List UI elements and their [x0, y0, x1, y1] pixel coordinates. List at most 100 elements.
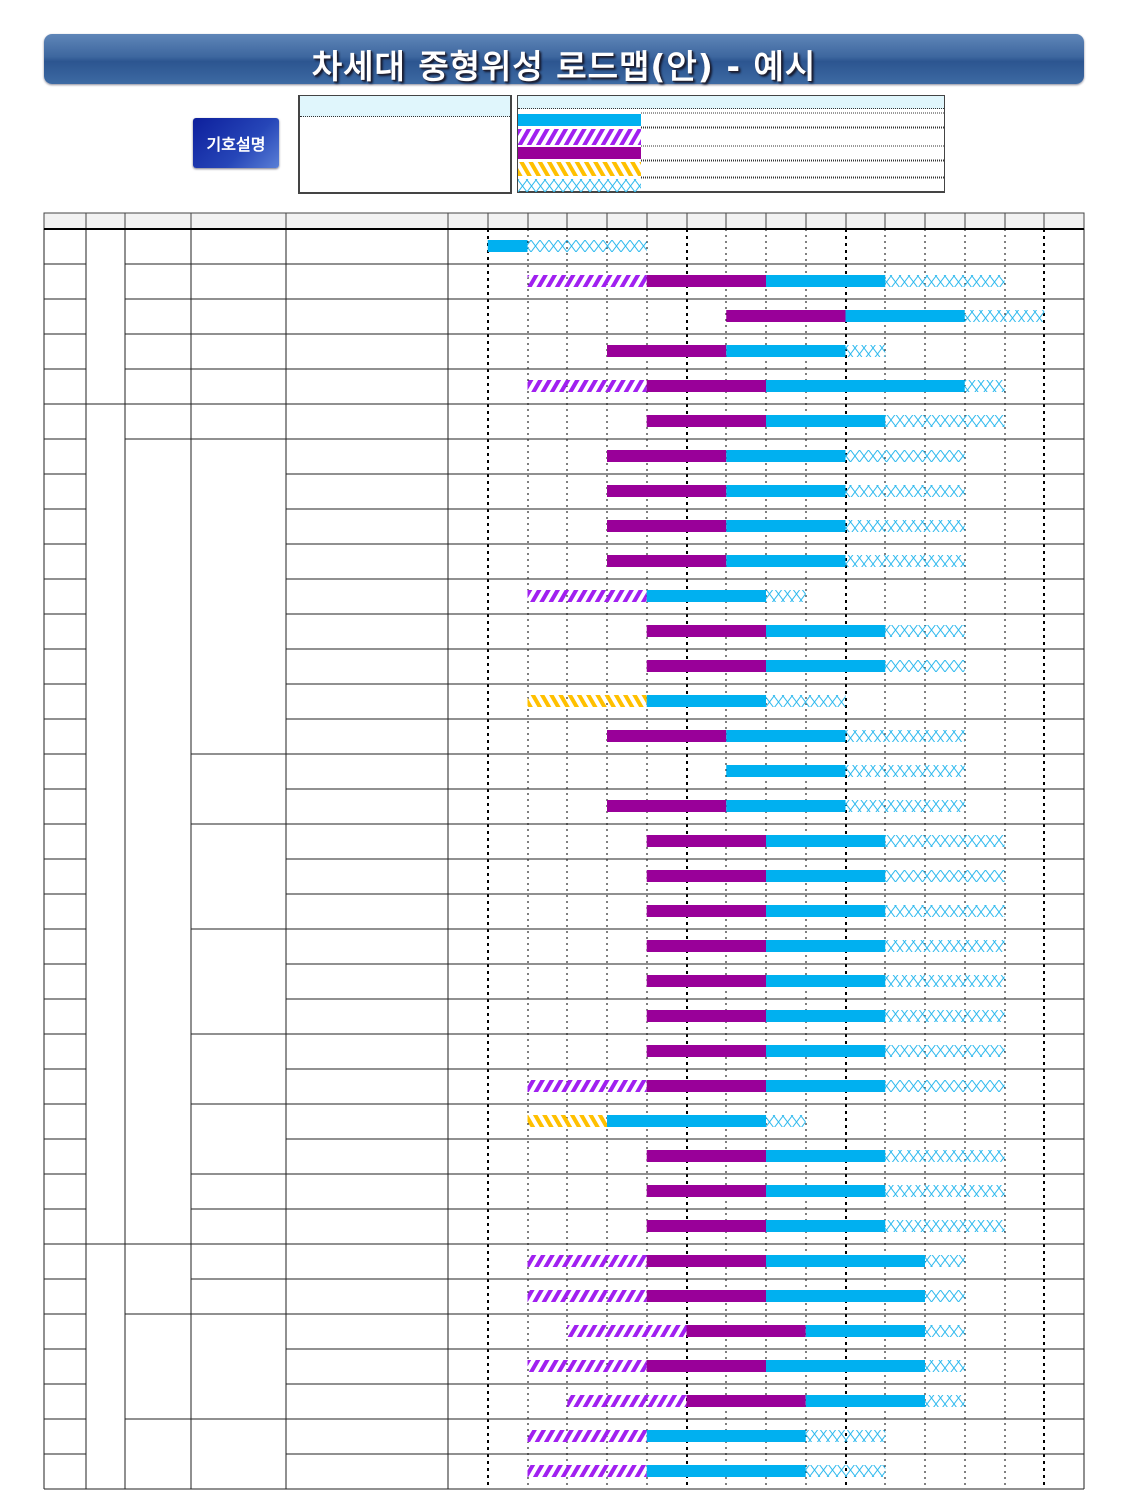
gantt-row — [527, 590, 806, 602]
legend-swatch-orange-hatch — [518, 162, 641, 176]
gantt-row — [607, 485, 965, 497]
legend-swatch-purple-hatch — [518, 129, 641, 145]
bar-purple — [646, 380, 766, 392]
gantt-row — [646, 870, 1005, 882]
bar-blue-cross — [845, 520, 965, 532]
bar-blue — [766, 660, 886, 672]
bar-orange-hatch — [527, 695, 647, 707]
bar-purple — [607, 555, 727, 567]
bar-blue — [646, 1430, 806, 1442]
bar-purple-hatch — [527, 590, 647, 602]
bar-purple-hatch — [567, 1395, 687, 1407]
legend-swatch-blue-cross — [518, 179, 641, 192]
bar-blue-cross — [845, 765, 965, 777]
bar-purple — [646, 1150, 766, 1162]
bar-blue-cross — [885, 1080, 1005, 1092]
gantt-row — [646, 835, 1005, 847]
bar-blue-cross — [925, 1395, 965, 1407]
bar-blue-cross — [805, 1465, 886, 1477]
bar-purple-hatch — [527, 1465, 647, 1477]
page-title: 차세대 중형위성 로드맵(안) - 예시 — [311, 47, 817, 86]
gantt-row — [527, 1290, 965, 1302]
bar-purple — [646, 275, 766, 287]
bar-purple-hatch — [527, 380, 647, 392]
bar-blue — [766, 1045, 886, 1057]
bar-blue — [726, 765, 846, 777]
bar-blue-cross — [885, 1045, 1005, 1057]
gantt-row — [527, 275, 1005, 287]
bar-blue-cross — [885, 870, 1005, 882]
gantt-row — [646, 415, 1005, 427]
bar-blue-cross — [925, 1290, 965, 1302]
bar-blue-cross — [845, 555, 965, 567]
gantt-row — [646, 660, 965, 672]
bar-purple — [607, 345, 727, 357]
bar-blue — [766, 870, 886, 882]
gantt-row — [527, 1255, 965, 1267]
bar-blue-cross — [766, 590, 806, 602]
legend-box-right — [517, 95, 945, 193]
bar-blue-cross — [527, 240, 647, 252]
bar-purple — [646, 415, 766, 427]
bar-blue-cross — [845, 450, 965, 462]
bar-blue-cross — [766, 1115, 806, 1127]
gantt-row — [607, 555, 965, 567]
legend-swatches — [518, 112, 944, 192]
bar-blue — [766, 1255, 925, 1267]
bar-blue — [766, 1220, 886, 1232]
bar-purple — [646, 870, 766, 882]
bar-blue — [726, 730, 846, 742]
bar-orange-hatch — [527, 1115, 607, 1127]
bar-blue-cross — [885, 625, 965, 637]
gantt-row — [646, 905, 1005, 917]
gantt-row — [527, 1465, 886, 1477]
bar-purple-hatch — [527, 1255, 647, 1267]
bar-blue — [646, 1465, 806, 1477]
bar-purple — [607, 485, 727, 497]
bar-purple — [646, 835, 766, 847]
gantt-row — [726, 765, 965, 777]
bar-blue-cross — [964, 310, 1045, 322]
bar-purple — [646, 1185, 766, 1197]
bar-purple — [607, 520, 727, 532]
bar-purple — [646, 1255, 766, 1267]
gantt-row — [646, 1010, 1005, 1022]
bar-blue — [766, 625, 886, 637]
gantt-row — [527, 1080, 1005, 1092]
bar-purple — [646, 940, 766, 952]
bar-blue — [487, 240, 528, 252]
bar-blue-cross — [885, 835, 1005, 847]
bar-purple — [646, 1080, 766, 1092]
bar-purple — [686, 1395, 806, 1407]
bar-blue — [766, 415, 886, 427]
gantt-row — [567, 1395, 965, 1407]
bar-blue — [766, 1185, 886, 1197]
legend-button[interactable]: 기호설명 — [193, 118, 279, 168]
bar-blue-cross — [885, 975, 1005, 987]
bar-purple — [726, 310, 846, 322]
gantt-row — [646, 1220, 1005, 1232]
gantt-row — [607, 520, 965, 532]
gantt-row — [527, 1115, 806, 1127]
bar-blue — [766, 380, 965, 392]
bar-blue-cross — [925, 1360, 965, 1372]
bar-blue-cross — [885, 1220, 1005, 1232]
bar-purple — [607, 730, 727, 742]
bar-purple-hatch — [527, 1290, 647, 1302]
bar-purple — [646, 1220, 766, 1232]
bar-blue — [726, 555, 846, 567]
bar-purple — [646, 975, 766, 987]
bar-blue-cross — [805, 1430, 886, 1442]
bar-blue-cross — [885, 275, 1005, 287]
gantt-row — [527, 1430, 886, 1442]
bar-purple — [646, 1290, 766, 1302]
gantt-row — [646, 625, 965, 637]
bar-blue-cross — [885, 1010, 1005, 1022]
bar-blue — [805, 1395, 925, 1407]
title-banner: 차세대 중형위성 로드맵(안) - 예시 — [44, 34, 1084, 86]
bar-purple — [646, 625, 766, 637]
bar-purple — [607, 450, 727, 462]
bar-blue — [607, 1115, 766, 1127]
bar-blue — [766, 905, 886, 917]
